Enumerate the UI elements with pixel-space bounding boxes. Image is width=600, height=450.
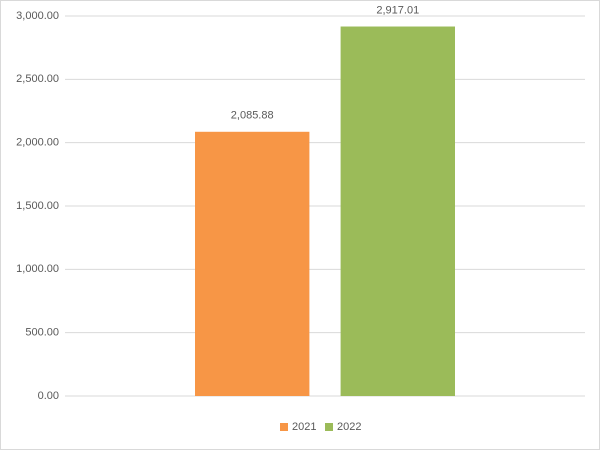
y-tick-label: 3,000.00 (16, 10, 59, 22)
y-tick-label: 500.00 (25, 327, 59, 339)
data-label: 2,917.01 (376, 4, 419, 16)
y-tick-label: 2,000.00 (16, 137, 59, 149)
legend-label: 2021 (292, 421, 316, 433)
y-tick-label: 2,500.00 (16, 73, 59, 85)
bar (195, 131, 310, 397)
legend-swatch (280, 423, 288, 431)
y-tick-label: 1,500.00 (16, 200, 59, 212)
legend-label: 2022 (337, 421, 361, 433)
y-tick-label: 1,000.00 (16, 263, 59, 275)
y-tick-label: 0.00 (38, 390, 59, 402)
legend-swatch (325, 423, 333, 431)
data-label: 2,085.88 (231, 110, 274, 122)
bar (340, 26, 455, 397)
